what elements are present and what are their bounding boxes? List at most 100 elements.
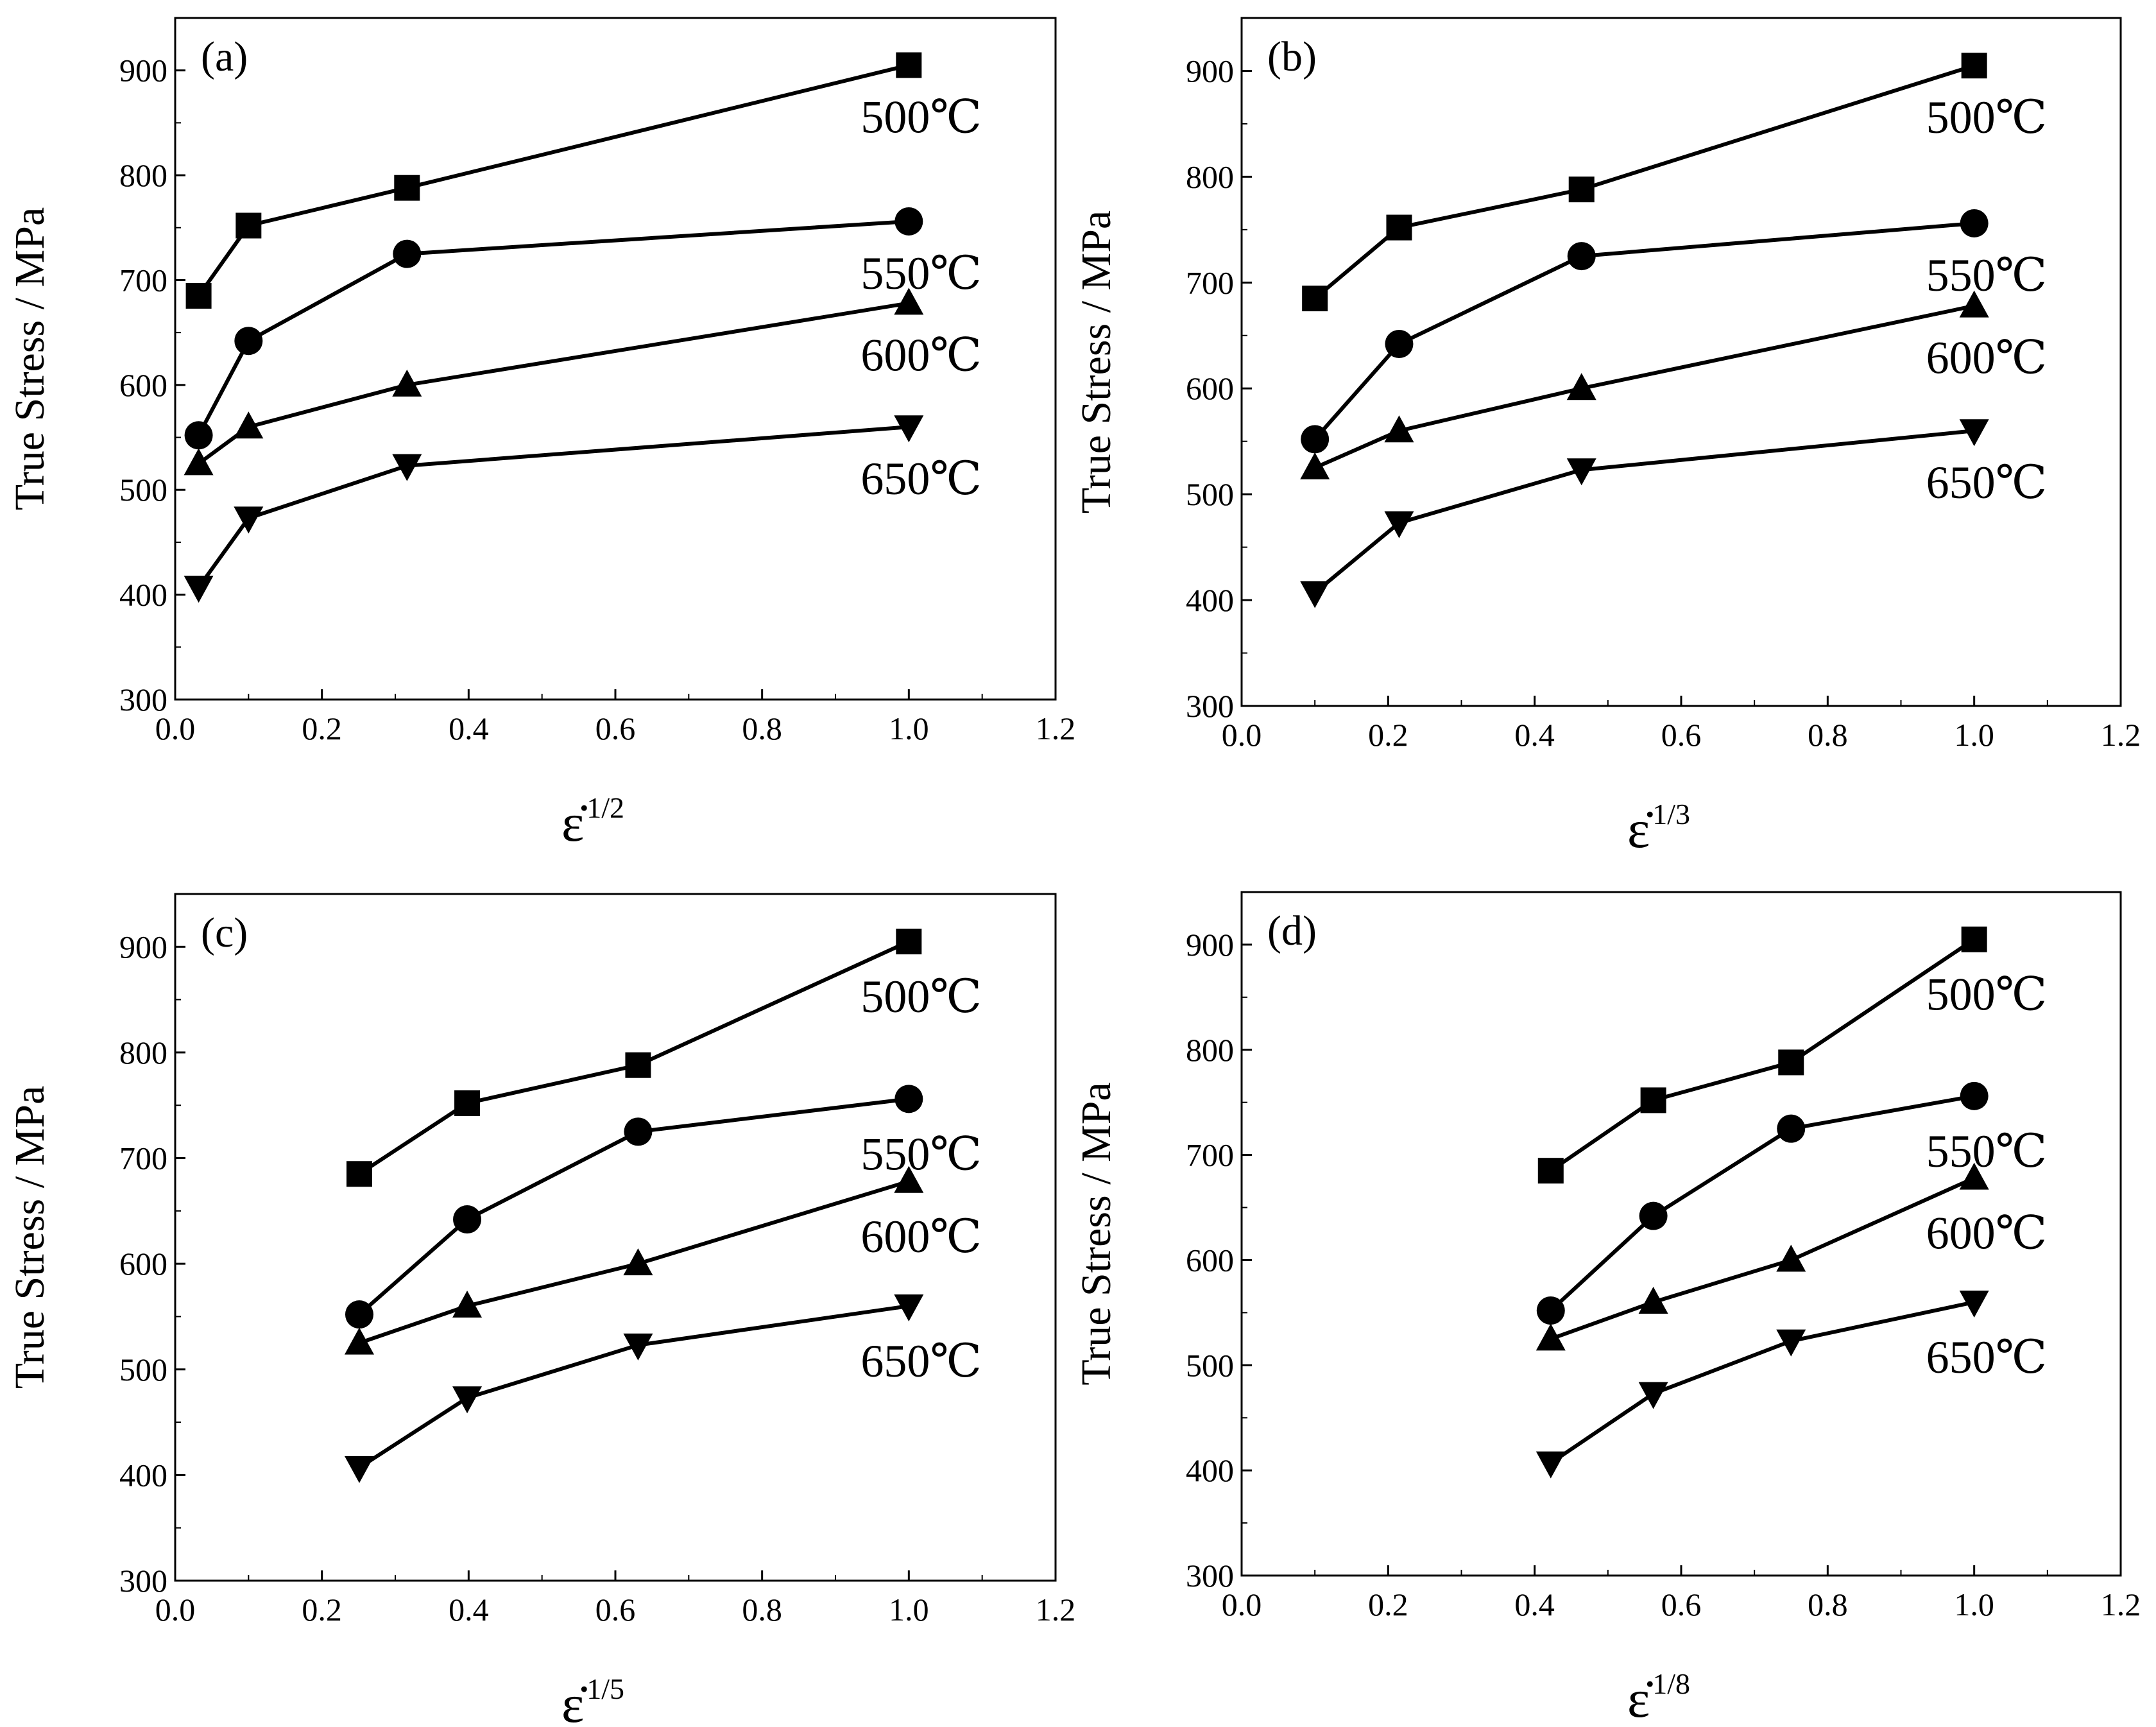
y-tick-label: 800 [1186, 159, 1234, 194]
y-tick-label: 600 [119, 367, 167, 403]
y-tick-label: 500 [119, 1352, 167, 1388]
series-line [197, 425, 909, 589]
x-axis-label: ε̇1/8 [1627, 1667, 1690, 1727]
x-tick-label: 0.4 [449, 1592, 489, 1628]
data-point-triangle-up [184, 448, 214, 476]
series-line [197, 63, 910, 297]
y-tick-label: 400 [1186, 1452, 1234, 1488]
data-point-circle [1777, 1114, 1806, 1143]
series-650C: 650℃ [1536, 1291, 2047, 1479]
x-tick-label: 0.6 [595, 1592, 636, 1628]
series-line [1313, 221, 1974, 441]
x-tick-label: 0.4 [1514, 1586, 1555, 1622]
data-point-triangle-down [894, 415, 924, 443]
x-tick-label: 0.2 [1368, 717, 1408, 753]
y-tick-label: 600 [1186, 370, 1234, 406]
y-tick-label: 800 [119, 1035, 167, 1070]
data-point-circle [1567, 242, 1596, 271]
y-tick-label: 500 [119, 472, 167, 508]
x-tick-label: 1.2 [2101, 717, 2141, 753]
y-tick-label: 300 [1186, 688, 1234, 724]
series-label: 600℃ [860, 1211, 982, 1262]
x-tick-label: 0.2 [1368, 1586, 1408, 1622]
data-point-circle [1301, 425, 1330, 454]
series-label: 500℃ [1926, 92, 2048, 143]
data-point-square [235, 212, 262, 239]
y-tick-label: 600 [1186, 1242, 1234, 1278]
data-point-triangle-down [1959, 1291, 1989, 1318]
data-point-square [346, 1161, 372, 1187]
data-point-circle [1536, 1296, 1565, 1325]
y-tick-label: 300 [119, 1563, 167, 1599]
data-point-square [625, 1052, 651, 1078]
y-tick-label: 500 [1186, 1347, 1234, 1383]
y-tick-label: 700 [1186, 1137, 1234, 1173]
x-tick-label: 0.0 [1222, 717, 1262, 753]
x-tick-label: 0.4 [1514, 717, 1555, 753]
x-tick-label: 0.6 [1661, 1586, 1702, 1622]
data-point-circle [894, 1085, 923, 1113]
data-point-circle [894, 207, 923, 236]
series-label: 650℃ [1926, 457, 2048, 508]
panel-d: 0.0 0.2 0.4 0.6 0.8 1.0 1.2 300 400 500 600 700 800 9… [1073, 891, 2141, 1727]
data-point-square [1961, 53, 1987, 79]
data-point-square [1386, 214, 1412, 241]
x-tick-label: 0.6 [1661, 717, 1702, 753]
data-point-triangle-down [1536, 1451, 1566, 1479]
data-point-triangle-down [1384, 511, 1414, 538]
y-tick-label: 500 [1186, 476, 1234, 512]
data-point-triangle-up [1959, 1162, 1989, 1190]
series-line [197, 301, 909, 465]
series-line [196, 219, 909, 436]
data-point-triangle-up [1959, 290, 1989, 318]
x-tick-label: 0.8 [742, 1592, 782, 1628]
series-line [358, 940, 910, 1176]
data-point-triangle-up [1384, 415, 1414, 443]
panel-label: (c) [201, 909, 248, 956]
series-500C: 500℃ [1302, 53, 2048, 312]
series-label: 650℃ [1926, 1332, 2048, 1383]
data-point-square [1537, 1158, 1564, 1184]
data-point-triangle-up [623, 1248, 653, 1276]
data-point-circle [1960, 209, 1989, 237]
panel-label: (d) [1267, 907, 1317, 954]
x-tick-label: 0.4 [449, 710, 489, 746]
y-tick-label: 900 [119, 929, 167, 965]
y-tick-label: 900 [1186, 53, 1234, 89]
data-point-circle [1639, 1201, 1668, 1230]
y-axis-label: True Stress / MPa [1073, 1082, 1120, 1385]
y-axis-label: True Stress / MPa [6, 207, 53, 510]
series-550C: 550℃ [1536, 1081, 2047, 1325]
data-point-triangle-down [344, 1456, 374, 1483]
data-point-triangle-down [452, 1386, 483, 1414]
series-label: 650℃ [860, 1336, 982, 1387]
series-line [1313, 304, 1975, 470]
series-650C: 650℃ [344, 1294, 982, 1483]
panel-label: (a) [201, 33, 248, 80]
data-point-square [185, 282, 212, 309]
x-tick-label: 0.0 [155, 1592, 196, 1628]
x-tick-label: 1.0 [889, 710, 929, 746]
data-point-triangle-down [1566, 458, 1596, 486]
x-tick-label: 0.8 [1808, 717, 1848, 753]
panel-b: 0.0 0.2 0.4 0.6 0.8 1.0 1.2 300 400 500 600 700 800 9… [1073, 17, 2141, 859]
series-label: 600℃ [860, 329, 982, 381]
data-point-triangle-down [234, 506, 264, 534]
data-point-triangle-down [894, 1294, 924, 1321]
data-point-triangle-down [1638, 1382, 1668, 1409]
series-650C: 650℃ [184, 415, 982, 603]
series-line [1550, 1300, 1975, 1465]
y-tick-label: 900 [119, 53, 167, 89]
data-point-triangle-down [623, 1333, 653, 1361]
series-line [1313, 429, 1974, 594]
data-point-circle [184, 421, 213, 450]
data-point-square [1640, 1087, 1666, 1113]
series-label: 550℃ [1926, 250, 2048, 301]
x-tick-label: 0.8 [1808, 1586, 1848, 1622]
data-point-triangle-up [1300, 452, 1330, 479]
data-point-triangle-up [1536, 1323, 1566, 1351]
series-600C: 600℃ [1300, 290, 2047, 479]
series-550C: 550℃ [345, 1085, 982, 1329]
x-tick-label: 0.6 [595, 710, 636, 746]
data-point-triangle-down [1300, 581, 1330, 608]
